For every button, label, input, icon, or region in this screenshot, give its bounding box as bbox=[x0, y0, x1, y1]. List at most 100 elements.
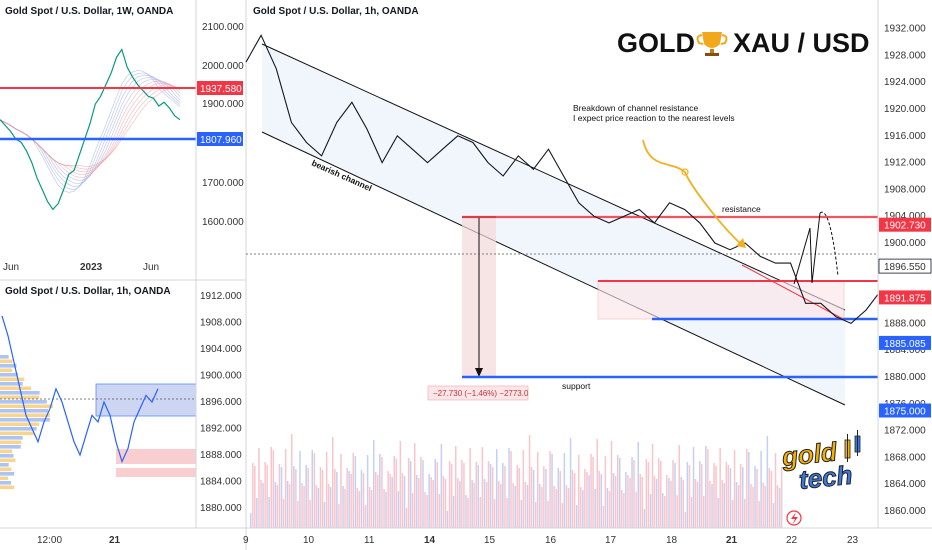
volume-bar bbox=[582, 490, 584, 528]
volume-bar bbox=[317, 488, 320, 528]
volume-bar bbox=[297, 501, 299, 528]
volume-bar bbox=[641, 477, 643, 528]
volume-bar bbox=[588, 475, 590, 528]
volume-bar bbox=[496, 449, 498, 528]
volume-bar bbox=[469, 448, 471, 528]
volume-bar bbox=[703, 496, 705, 528]
volume-bar bbox=[258, 448, 260, 528]
volume-bar bbox=[342, 486, 344, 528]
volume-bar bbox=[752, 487, 754, 528]
price-tag-support bbox=[197, 132, 243, 146]
volume-bar bbox=[660, 461, 662, 528]
goldtech-logo: gold tech bbox=[779, 430, 861, 495]
svg-text:tech: tech bbox=[797, 460, 853, 495]
profile-bar bbox=[0, 386, 31, 391]
volume-bar bbox=[319, 467, 322, 528]
volume-bar bbox=[483, 479, 486, 528]
volume-bar bbox=[354, 456, 357, 528]
volume-bar bbox=[754, 466, 756, 528]
volume-bar bbox=[561, 503, 564, 528]
volume-bar bbox=[637, 442, 639, 528]
volume-bar bbox=[370, 490, 373, 528]
volume-bar bbox=[360, 470, 363, 528]
y-tick: 1900.000 bbox=[884, 238, 926, 249]
y-tick: 1600.000 bbox=[202, 217, 244, 228]
volume-bar bbox=[623, 493, 625, 528]
y-tick: 1860.000 bbox=[884, 506, 926, 517]
volume-bar bbox=[291, 434, 293, 528]
volume-bar bbox=[680, 477, 682, 528]
volume-bar bbox=[473, 483, 475, 528]
profile-bar bbox=[0, 382, 23, 386]
volume-bar bbox=[592, 457, 594, 528]
volume-bar bbox=[411, 493, 414, 528]
volume-bar bbox=[455, 446, 457, 528]
volume-bar bbox=[479, 497, 482, 528]
volume-bar bbox=[256, 498, 258, 528]
demand-range bbox=[597, 280, 845, 320]
volume-bar bbox=[770, 471, 773, 528]
profile-bar bbox=[0, 472, 15, 476]
volume-bar bbox=[512, 483, 514, 528]
volume-bar bbox=[535, 502, 537, 528]
hourly-small-title: Gold Spot / U.S. Dollar, 1h, OANDA bbox=[5, 286, 171, 297]
volume-bar bbox=[604, 456, 607, 528]
volume-bar bbox=[524, 482, 527, 528]
volume-bar bbox=[586, 472, 588, 528]
lightning-icon[interactable] bbox=[786, 510, 802, 526]
volume-bar bbox=[699, 461, 701, 528]
volume-bar bbox=[305, 465, 307, 528]
projection-path bbox=[793, 212, 821, 285]
volume-bar bbox=[690, 497, 693, 528]
volume-bar bbox=[340, 454, 342, 528]
y-tick: 1904.000 bbox=[884, 211, 926, 222]
volume-bar bbox=[520, 500, 523, 528]
volume-bar bbox=[768, 468, 771, 528]
volume-bar bbox=[500, 484, 502, 528]
volume-bar bbox=[346, 468, 348, 528]
profile-bar bbox=[0, 454, 14, 458]
profile-bar bbox=[0, 413, 50, 418]
volume-bar bbox=[422, 460, 424, 528]
volume-bar bbox=[696, 482, 699, 528]
price-tag bbox=[879, 217, 931, 232]
y-tick: 1884.000 bbox=[200, 477, 242, 488]
volume-bar bbox=[401, 473, 404, 528]
volume-bar bbox=[643, 509, 646, 528]
volume-bar bbox=[571, 470, 574, 528]
volume-bar bbox=[594, 489, 596, 528]
volume-bar bbox=[555, 489, 557, 528]
volume-bar bbox=[645, 459, 648, 528]
volume-bar bbox=[434, 459, 436, 528]
volume-bar bbox=[719, 448, 721, 528]
volume-bar bbox=[461, 460, 463, 528]
volume-bar bbox=[567, 488, 570, 528]
volume-bar bbox=[325, 452, 328, 528]
volume-bar bbox=[348, 471, 350, 528]
volume-bar bbox=[487, 461, 490, 528]
volume-bar bbox=[612, 473, 615, 528]
volume-bar bbox=[288, 484, 291, 528]
volume-bar bbox=[475, 462, 477, 528]
headline-left: GOLD bbox=[617, 28, 695, 58]
volume-bar bbox=[389, 474, 391, 528]
volume-bar bbox=[379, 454, 381, 528]
y-tick: 1892.000 bbox=[200, 424, 242, 435]
volume-bar bbox=[299, 451, 301, 528]
x-tick: 9 bbox=[243, 535, 249, 546]
x-tick: 23 bbox=[847, 535, 859, 546]
profile-bar bbox=[0, 463, 9, 467]
volume-bar bbox=[590, 454, 592, 528]
volume-bar bbox=[321, 470, 324, 528]
volume-bar bbox=[432, 480, 434, 528]
volume-bar bbox=[746, 449, 748, 528]
profile-bar bbox=[0, 481, 11, 485]
hourly-small-time-axis: 12:00 21 bbox=[37, 535, 121, 546]
volume-bar bbox=[268, 497, 270, 528]
volume-bar bbox=[407, 458, 410, 528]
price-tag bbox=[879, 290, 931, 305]
volume-bar bbox=[553, 486, 555, 528]
volume-bar bbox=[307, 468, 309, 528]
volume-bar bbox=[584, 469, 586, 528]
volume-bar bbox=[678, 445, 680, 528]
